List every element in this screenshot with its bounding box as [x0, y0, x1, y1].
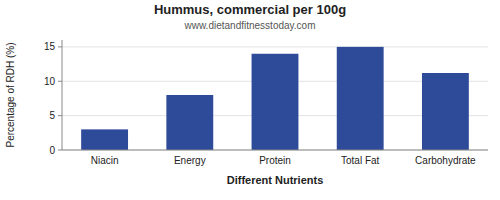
y-tick: [58, 115, 62, 116]
x-tick-label: Protein: [259, 155, 291, 166]
x-tick-label: Niacin: [91, 155, 119, 166]
y-axis-label: Percentage of RDH (%): [5, 42, 16, 147]
x-axis-label: Different Nutrients: [227, 174, 324, 186]
subtitle: www.dietandfitnesstoday.com: [184, 20, 316, 31]
bars: [81, 47, 469, 150]
chart-container: Hummus, commercial per 100g www.dietandfi…: [0, 0, 500, 200]
y-tick-label: 10: [44, 76, 56, 87]
x-tick-label: Energy: [174, 155, 206, 166]
bar: [337, 47, 384, 150]
x-tick-label: Carbohydrate: [415, 155, 476, 166]
chart: Hummus, commercial per 100g www.dietandfi…: [0, 0, 500, 200]
y-tick-label: 15: [44, 41, 56, 52]
bar: [166, 95, 213, 150]
x-tick-label: Total Fat: [341, 155, 380, 166]
y-tick-label: 5: [49, 110, 55, 121]
bar: [81, 129, 128, 150]
grid-line: [62, 150, 488, 151]
y-tick: [58, 46, 62, 47]
y-axis-line: [62, 40, 63, 150]
x-axis-line: [62, 150, 488, 151]
grid-line: [62, 46, 488, 47]
bar: [422, 73, 469, 150]
y-tick-label: 0: [49, 145, 55, 156]
bar: [252, 54, 299, 150]
y-tick: [58, 81, 62, 82]
grid: [62, 47, 488, 150]
y-tick: [58, 150, 62, 151]
title: Hummus, commercial per 100g: [154, 2, 346, 17]
